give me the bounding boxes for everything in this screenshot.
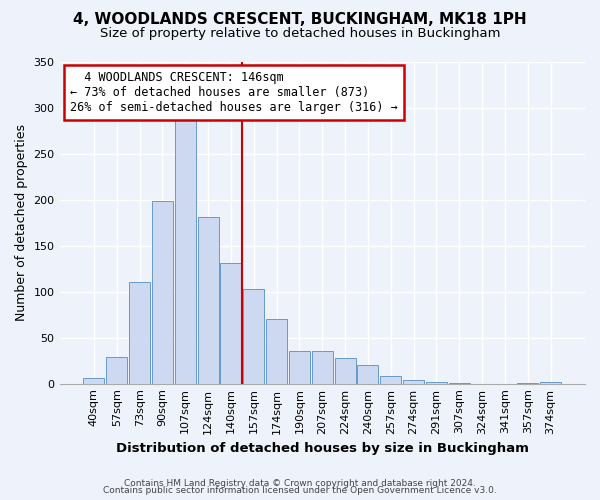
Text: 4, WOODLANDS CRESCENT, BUCKINGHAM, MK18 1PH: 4, WOODLANDS CRESCENT, BUCKINGHAM, MK18 … bbox=[73, 12, 527, 28]
Bar bbox=[83, 378, 104, 384]
Bar bbox=[289, 352, 310, 384]
X-axis label: Distribution of detached houses by size in Buckingham: Distribution of detached houses by size … bbox=[116, 442, 529, 455]
Bar bbox=[197, 217, 218, 384]
Bar bbox=[175, 116, 196, 384]
Text: 4 WOODLANDS CRESCENT: 146sqm
← 73% of detached houses are smaller (873)
26% of s: 4 WOODLANDS CRESCENT: 146sqm ← 73% of de… bbox=[70, 71, 398, 114]
Bar bbox=[220, 263, 241, 384]
Bar bbox=[152, 202, 173, 384]
Bar bbox=[106, 357, 127, 384]
Bar bbox=[449, 383, 470, 384]
Text: Contains HM Land Registry data © Crown copyright and database right 2024.: Contains HM Land Registry data © Crown c… bbox=[124, 478, 476, 488]
Y-axis label: Number of detached properties: Number of detached properties bbox=[15, 124, 28, 321]
Bar bbox=[358, 366, 379, 384]
Bar bbox=[129, 282, 150, 384]
Bar bbox=[335, 358, 356, 384]
Text: Contains public sector information licensed under the Open Government Licence v3: Contains public sector information licen… bbox=[103, 486, 497, 495]
Bar bbox=[540, 382, 561, 384]
Bar bbox=[312, 352, 333, 384]
Bar bbox=[403, 380, 424, 384]
Bar bbox=[266, 319, 287, 384]
Bar bbox=[426, 382, 447, 384]
Bar bbox=[517, 383, 538, 384]
Text: Size of property relative to detached houses in Buckingham: Size of property relative to detached ho… bbox=[100, 28, 500, 40]
Bar bbox=[380, 376, 401, 384]
Bar bbox=[243, 289, 264, 384]
